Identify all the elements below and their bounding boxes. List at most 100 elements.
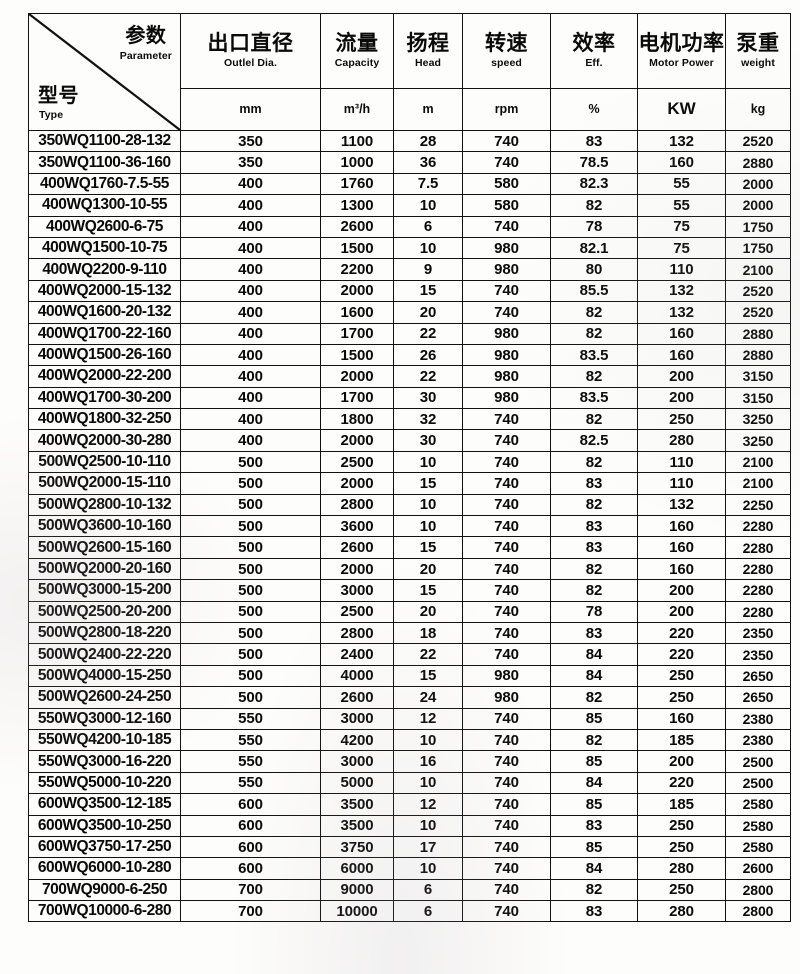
cell-outlet-dia: 500 <box>180 600 321 623</box>
table-row: 600WQ6000-10-280 600 6000 10 740 84 280 2600 <box>28 857 791 880</box>
cell-efficiency: 83 <box>550 536 638 559</box>
cell-type: 600WQ6000-10-280 <box>28 857 181 880</box>
cell-efficiency: 80 <box>550 258 638 281</box>
cell-efficiency: 83 <box>550 129 638 153</box>
cell-capacity: 9000 <box>320 878 394 902</box>
cell-speed: 740 <box>462 515 551 538</box>
cell-efficiency: 82 <box>550 408 638 431</box>
column-header-head: 扬程 Head <box>393 13 463 89</box>
cell-head: 10 <box>393 450 463 474</box>
cell-motor-power: 55 <box>637 194 726 217</box>
cell-efficiency: 82 <box>550 493 638 517</box>
cell-capacity: 1000 <box>320 151 394 174</box>
cell-capacity: 2400 <box>320 643 394 666</box>
cell-weight: 2380 <box>725 707 791 730</box>
table-row: 350WQ1100-36-160 350 1000 36 740 78.5 160 2880 <box>28 151 791 174</box>
cell-type: 700WQ9000-6-250 <box>28 878 181 902</box>
cell-motor-power: 185 <box>637 728 726 752</box>
cell-outlet-dia: 500 <box>180 450 321 474</box>
cell-motor-power: 160 <box>637 536 726 559</box>
column-header-speed-cn: 转速 <box>485 30 528 55</box>
cell-motor-power: 200 <box>637 386 726 410</box>
cell-type: 550WQ5000-10-220 <box>28 771 181 795</box>
unit-motor-power: KW <box>637 87 726 132</box>
diagonal-divider-line <box>29 14 180 130</box>
cell-weight: 2000 <box>725 194 791 217</box>
column-header-outlet-dia: 出口直径 Outlel Dia. <box>180 13 321 89</box>
cell-efficiency: 78.5 <box>550 151 638 174</box>
cell-efficiency: 85 <box>550 835 638 859</box>
cell-motor-power: 200 <box>637 600 726 623</box>
cell-speed: 980 <box>462 258 551 281</box>
header-row-units: mm m³/h m rpm % KW kg <box>29 87 791 132</box>
cell-motor-power: 250 <box>637 664 726 688</box>
table-row: 400WQ1700-30-200 400 1700 30 980 83.5 200 3150 <box>28 386 791 410</box>
table-row: 550WQ3000-12-160 550 3000 12 740 85 160 2380 <box>28 707 791 730</box>
cell-type: 400WQ1800-32-250 <box>28 408 181 431</box>
cell-head: 6 <box>393 878 463 902</box>
unit-outlet-dia: mm <box>180 87 321 132</box>
cell-motor-power: 280 <box>637 900 726 923</box>
cell-efficiency: 83.5 <box>550 343 638 367</box>
cell-capacity: 1500 <box>320 236 394 260</box>
cell-speed: 740 <box>462 493 551 517</box>
table-row: 350WQ1100-28-132 350 1100 28 740 83 132 2520 <box>28 129 791 153</box>
table-row: 500WQ2800-18-220 500 2800 18 740 83 220 2350 <box>28 621 791 645</box>
cell-capacity: 1500 <box>320 343 394 367</box>
table-row: 500WQ2400-22-220 500 2400 22 740 84 220 2350 <box>28 643 791 666</box>
cell-head: 15 <box>393 536 463 559</box>
cell-type: 600WQ3500-10-250 <box>28 814 181 837</box>
table-row: 500WQ2000-15-110 500 2000 15 740 83 110 2100 <box>28 472 791 495</box>
cell-type: 400WQ2000-15-132 <box>28 279 181 303</box>
cell-weight: 2800 <box>725 878 791 902</box>
column-header-outlet-dia-en: Outlel Dia. <box>223 57 278 70</box>
cell-head: 15 <box>393 664 463 688</box>
cell-speed: 740 <box>462 408 551 431</box>
table-body: 350WQ1100-28-132 350 1100 28 740 83 132 2520 350… <box>28 129 791 923</box>
cell-capacity: 4200 <box>320 728 394 752</box>
unit-weight: kg <box>725 87 791 132</box>
cell-type: 500WQ2500-20-200 <box>28 600 181 623</box>
cell-outlet-dia: 400 <box>180 386 321 410</box>
table-row: 550WQ3000-16-220 550 3000 16 740 85 200 2500 <box>28 750 791 773</box>
cell-capacity: 4000 <box>320 664 394 688</box>
cell-efficiency: 84 <box>550 643 638 666</box>
unit-efficiency: % <box>550 87 638 132</box>
cell-motor-power: 200 <box>637 750 726 773</box>
cell-motor-power: 160 <box>637 707 726 730</box>
cell-speed: 740 <box>462 151 551 174</box>
cell-head: 36 <box>393 151 463 174</box>
cell-head: 6 <box>393 900 463 923</box>
cell-speed: 740 <box>462 129 551 153</box>
cell-efficiency: 83 <box>550 814 638 837</box>
unit-capacity: m³/h <box>320 87 394 132</box>
cell-head: 10 <box>393 814 463 837</box>
cell-head: 18 <box>393 621 463 645</box>
cell-motor-power: 280 <box>637 429 726 452</box>
cell-outlet-dia: 500 <box>180 536 321 559</box>
cell-motor-power: 110 <box>637 472 726 495</box>
cell-weight: 2100 <box>725 450 791 474</box>
cell-motor-power: 220 <box>637 771 726 795</box>
cell-speed: 740 <box>462 450 551 474</box>
cell-motor-power: 110 <box>637 450 726 474</box>
cell-motor-power: 200 <box>637 579 726 602</box>
cell-outlet-dia: 400 <box>180 301 321 324</box>
column-header-motor-power-cn: 电机功率 <box>638 30 725 55</box>
cell-efficiency: 84 <box>550 664 638 688</box>
cell-head: 24 <box>393 686 463 709</box>
cell-weight: 2800 <box>725 900 791 923</box>
cell-head: 10 <box>393 493 463 517</box>
table-row: 500WQ2600-15-160 500 2600 15 740 83 160 2280 <box>28 536 791 559</box>
cell-efficiency: 85 <box>550 793 638 816</box>
cell-head: 10 <box>393 194 463 217</box>
cell-weight: 2280 <box>725 579 791 602</box>
cell-weight: 1750 <box>725 215 791 238</box>
table-row: 500WQ2600-24-250 500 2600 24 980 82 250 2650 <box>28 686 791 709</box>
cell-efficiency: 85 <box>550 750 638 773</box>
cell-weight: 1750 <box>725 236 791 260</box>
cell-weight: 2100 <box>725 472 791 495</box>
cell-motor-power: 75 <box>637 236 726 260</box>
cell-motor-power: 220 <box>637 643 726 666</box>
cell-type: 500WQ2800-18-220 <box>28 621 181 645</box>
